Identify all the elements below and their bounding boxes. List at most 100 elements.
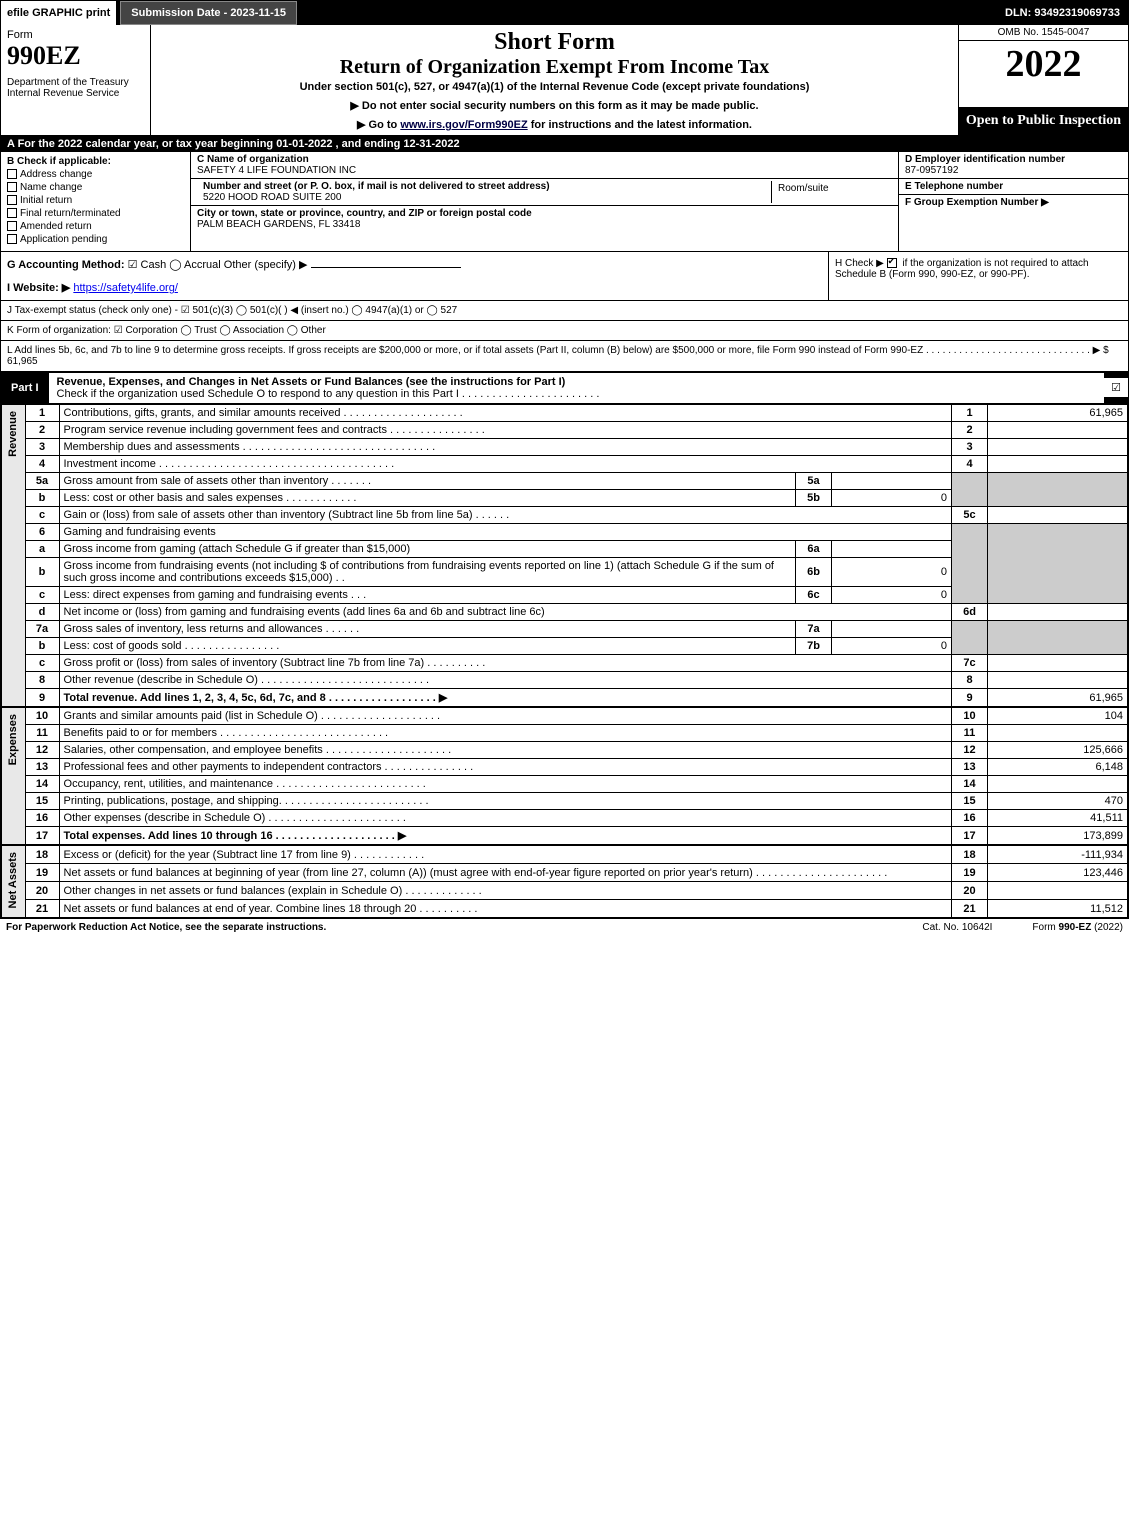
b-label: B Check if applicable: — [7, 156, 184, 167]
opt-name-change[interactable]: Name change — [7, 182, 184, 193]
expenses-sidelabel: Expenses — [1, 707, 25, 845]
line-6d: dNet income or (loss) from gaming and fu… — [25, 604, 1127, 621]
part1-sub: Check if the organization used Schedule … — [57, 388, 600, 400]
topbar: efile GRAPHIC print Submission Date - 20… — [1, 1, 1128, 25]
line-7c: cGross profit or (loss) from sales of in… — [25, 655, 1127, 672]
c-addr-cell: Number and street (or P. O. box, if mail… — [197, 181, 772, 203]
page-footer: For Paperwork Reduction Act Notice, see … — [0, 919, 1129, 936]
line-11: 11Benefits paid to or for members . . . … — [25, 725, 1127, 742]
line-15: 15Printing, publications, postage, and s… — [25, 793, 1127, 810]
part1-check-icon: ☑ — [1104, 378, 1128, 397]
netassets-table: 18Excess or (deficit) for the year (Subt… — [25, 845, 1128, 918]
expenses-section: Expenses 10Grants and similar amounts pa… — [1, 707, 1128, 845]
omb-number: OMB No. 1545-0047 — [959, 25, 1128, 41]
c-name-value: SAFETY 4 LIFE FOUNDATION INC — [197, 165, 892, 176]
footer-left: For Paperwork Reduction Act Notice, see … — [6, 922, 326, 933]
c-addr-value: 5220 HOOD ROAD SUITE 200 — [197, 192, 771, 203]
line-14: 14Occupancy, rent, utilities, and mainte… — [25, 776, 1127, 793]
opt-application-pending[interactable]: Application pending — [7, 234, 184, 245]
revenue-sidelabel: Revenue — [1, 404, 25, 707]
c-city-value: PALM BEACH GARDENS, FL 33418 — [197, 219, 892, 230]
d-label: D Employer identification number — [905, 154, 1122, 165]
submission-date: Submission Date - 2023-11-15 — [120, 1, 297, 25]
irs-link[interactable]: www.irs.gov/Form990EZ — [400, 119, 527, 131]
form-word: Form — [7, 29, 144, 41]
line-12: 12Salaries, other compensation, and empl… — [25, 742, 1127, 759]
part1-num: Part I — [1, 379, 49, 397]
col-b-check: B Check if applicable: Address change Na… — [1, 152, 191, 251]
return-title: Return of Organization Exempt From Incom… — [159, 56, 950, 79]
department-label: Department of the Treasury Internal Reve… — [7, 77, 144, 99]
line-16: 16Other expenses (describe in Schedule O… — [25, 810, 1127, 827]
form-number: 990EZ — [7, 41, 144, 71]
netassets-section: Net Assets 18Excess or (deficit) for the… — [1, 845, 1128, 918]
opt-amended-return[interactable]: Amended return — [7, 221, 184, 232]
line-20: 20Other changes in net assets or fund ba… — [25, 882, 1127, 900]
c-city-label: City or town, state or province, country… — [197, 208, 892, 219]
line-18: 18Excess or (deficit) for the year (Subt… — [25, 846, 1127, 864]
c-city-box: City or town, state or province, country… — [191, 206, 898, 232]
l-text: L Add lines 5b, 6c, and 7b to line 9 to … — [7, 345, 1109, 356]
h-checkbox[interactable] — [887, 258, 897, 268]
line-5c: cGain or (loss) from sale of assets othe… — [25, 507, 1127, 524]
netassets-sidelabel: Net Assets — [1, 845, 25, 918]
c-addr-label: Number and street (or P. O. box, if mail… — [197, 181, 771, 192]
footer-formref: Form 990-EZ (2022) — [1032, 922, 1123, 933]
dln: DLN: 93492319069733 — [1005, 7, 1128, 19]
c-name-box: C Name of organization SAFETY 4 LIFE FOU… — [191, 152, 898, 179]
d-value: 87-0957192 — [905, 165, 1122, 176]
c-room-label: Room/suite — [772, 181, 892, 203]
line-21: 21Net assets or fund balances at end of … — [25, 900, 1127, 918]
opt-initial-return[interactable]: Initial return — [7, 195, 184, 206]
row-l: L Add lines 5b, 6c, and 7b to line 9 to … — [1, 341, 1128, 372]
line-9: 9Total revenue. Add lines 1, 2, 3, 4, 5c… — [25, 689, 1127, 707]
g-cash[interactable]: ☑ Cash — [128, 259, 167, 271]
row-gh: G Accounting Method: ☑ Cash ◯ Accrual Ot… — [1, 252, 1128, 301]
f-label: F Group Exemption Number ▶ — [905, 197, 1122, 208]
under-section: Under section 501(c), 527, or 4947(a)(1)… — [159, 81, 950, 93]
row-a-tax-year: A For the 2022 calendar year, or tax yea… — [1, 136, 1128, 152]
col-c-org: C Name of organization SAFETY 4 LIFE FOU… — [191, 152, 898, 251]
tax-year: 2022 — [959, 41, 1128, 107]
row-j: J Tax-exempt status (check only one) - ☑… — [1, 301, 1128, 321]
form-990ez: efile GRAPHIC print Submission Date - 20… — [0, 0, 1129, 919]
d-ein-box: D Employer identification number 87-0957… — [899, 152, 1128, 179]
section-bce: B Check if applicable: Address change Na… — [1, 152, 1128, 252]
e-phone-box: E Telephone number — [899, 179, 1128, 195]
header-right: OMB No. 1545-0047 2022 Open to Public In… — [958, 25, 1128, 135]
row-k: K Form of organization: ☑ Corporation ◯ … — [1, 321, 1128, 341]
inst2-pre: ▶ Go to — [357, 119, 400, 131]
line-17: 17Total expenses. Add lines 10 through 1… — [25, 827, 1127, 845]
line-1: 1Contributions, gifts, grants, and simil… — [25, 405, 1127, 422]
line-13: 13Professional fees and other payments t… — [25, 759, 1127, 776]
line-3: 3Membership dues and assessments . . . .… — [25, 439, 1127, 456]
row-i: I Website: ▶ https://safety4life.org/ — [7, 281, 822, 294]
open-inspection: Open to Public Inspection — [959, 107, 1128, 135]
website-link[interactable]: https://safety4life.org/ — [73, 282, 178, 294]
line-10: 10Grants and similar amounts paid (list … — [25, 708, 1127, 725]
header-center: Short Form Return of Organization Exempt… — [151, 25, 958, 135]
opt-address-change[interactable]: Address change — [7, 169, 184, 180]
expenses-table: 10Grants and similar amounts paid (list … — [25, 707, 1128, 845]
c-name-label: C Name of organization — [197, 154, 892, 165]
efile-print-label[interactable]: efile GRAPHIC print — [1, 1, 116, 25]
line-5a: 5aGross amount from sale of assets other… — [25, 473, 1127, 490]
opt-final-return[interactable]: Final return/terminated — [7, 208, 184, 219]
line-2: 2Program service revenue including gover… — [25, 422, 1127, 439]
g-label: G Accounting Method: — [7, 259, 125, 271]
short-form-title: Short Form — [159, 29, 950, 56]
revenue-table: 1Contributions, gifts, grants, and simil… — [25, 404, 1128, 707]
col-de: D Employer identification number 87-0957… — [898, 152, 1128, 251]
line-7a: 7aGross sales of inventory, less returns… — [25, 621, 1127, 638]
col-h: H Check ▶ if the organization is not req… — [828, 252, 1128, 300]
g-other[interactable]: Other (specify) ▶ — [224, 259, 461, 271]
header-left: Form 990EZ Department of the Treasury In… — [1, 25, 151, 135]
i-label: I Website: ▶ — [7, 282, 70, 294]
g-accrual[interactable]: ◯ Accrual — [169, 259, 220, 271]
line-4: 4Investment income . . . . . . . . . . .… — [25, 456, 1127, 473]
col-g: G Accounting Method: ☑ Cash ◯ Accrual Ot… — [1, 252, 828, 300]
line-19: 19Net assets or fund balances at beginni… — [25, 864, 1127, 882]
inst2-post: for instructions and the latest informat… — [528, 119, 752, 131]
line-6: 6Gaming and fundraising events — [25, 524, 1127, 541]
part1-title: Revenue, Expenses, and Changes in Net As… — [49, 372, 1104, 403]
